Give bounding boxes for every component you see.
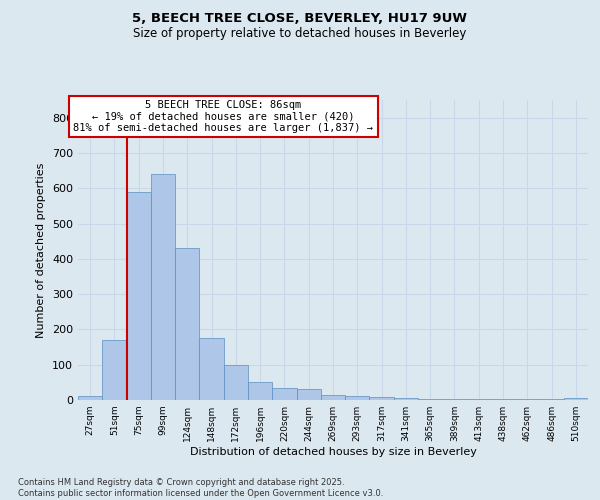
X-axis label: Distribution of detached houses by size in Beverley: Distribution of detached houses by size … xyxy=(190,447,476,457)
Bar xyxy=(321,394,345,400)
Bar xyxy=(394,398,418,400)
Bar xyxy=(127,192,151,400)
Bar xyxy=(102,340,127,400)
Bar xyxy=(151,174,175,400)
Bar xyxy=(272,388,296,400)
Bar xyxy=(345,396,370,400)
Text: Size of property relative to detached houses in Beverley: Size of property relative to detached ho… xyxy=(133,28,467,40)
Bar xyxy=(175,248,199,400)
Bar xyxy=(296,390,321,400)
Bar xyxy=(78,396,102,400)
Y-axis label: Number of detached properties: Number of detached properties xyxy=(37,162,46,338)
Bar xyxy=(248,382,272,400)
Bar xyxy=(564,398,588,400)
Text: 5 BEECH TREE CLOSE: 86sqm
← 19% of detached houses are smaller (420)
81% of semi: 5 BEECH TREE CLOSE: 86sqm ← 19% of detac… xyxy=(73,100,373,133)
Bar xyxy=(370,397,394,400)
Text: Contains HM Land Registry data © Crown copyright and database right 2025.
Contai: Contains HM Land Registry data © Crown c… xyxy=(18,478,383,498)
Bar xyxy=(199,338,224,400)
Text: 5, BEECH TREE CLOSE, BEVERLEY, HU17 9UW: 5, BEECH TREE CLOSE, BEVERLEY, HU17 9UW xyxy=(133,12,467,26)
Bar xyxy=(224,364,248,400)
